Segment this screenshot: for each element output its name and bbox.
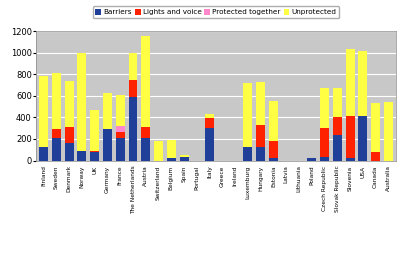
Bar [141,37,150,127]
Bar [358,51,367,116]
Bar [116,132,125,138]
Bar [371,153,380,161]
Bar [205,128,214,161]
Bar [65,143,74,161]
Bar [384,102,393,161]
Bar [269,101,278,141]
Bar [39,147,48,161]
Bar [269,141,278,159]
Bar [256,147,265,161]
Bar [205,114,214,119]
Bar [78,53,86,151]
Bar [116,138,125,161]
Bar [154,141,163,161]
Bar [346,159,354,161]
Bar [371,103,380,153]
Bar [128,80,138,97]
Bar [346,116,354,159]
Bar [244,83,252,147]
Bar [167,158,176,161]
Bar [128,97,138,161]
Bar [52,73,61,129]
Bar [358,116,367,161]
Bar [141,138,150,161]
Legend: Barriers, Lights and voice, Protected together, Unprotected: Barriers, Lights and voice, Protected to… [92,6,340,18]
Bar [244,147,252,161]
Bar [320,88,329,128]
Bar [116,126,125,132]
Bar [269,159,278,161]
Bar [346,49,354,116]
Bar [180,157,188,161]
Bar [205,118,214,128]
Bar [90,151,99,153]
Bar [333,135,342,161]
Bar [103,129,112,161]
Bar [320,128,329,157]
Bar [180,155,188,157]
Bar [65,81,74,127]
Bar [320,157,329,161]
Bar [307,158,316,161]
Bar [141,127,150,138]
Bar [256,125,265,147]
Bar [128,53,138,80]
Bar [90,153,99,161]
Bar [52,138,61,161]
Bar [167,140,176,158]
Bar [333,88,342,117]
Bar [256,82,265,125]
Bar [78,151,86,161]
Bar [90,110,99,151]
Bar [52,129,61,138]
Bar [103,93,112,129]
Bar [333,117,342,135]
Bar [116,95,125,126]
Bar [65,127,74,143]
Bar [39,76,48,147]
